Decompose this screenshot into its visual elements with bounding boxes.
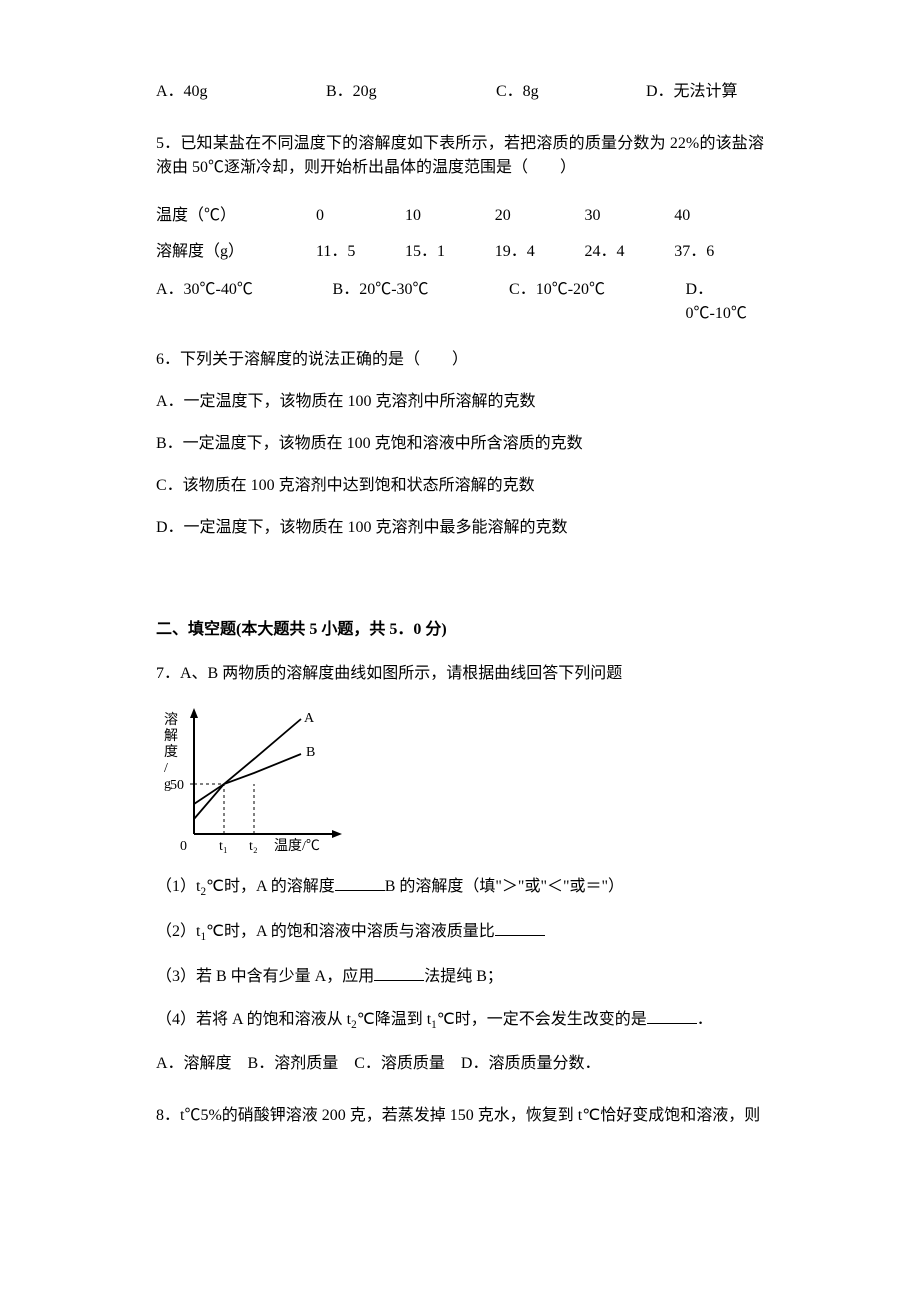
q5-r1c2: 10 [405,198,495,234]
q7-chart: 溶解度/g500t₁t₂温度/℃AB [156,704,356,864]
q5-stem: 5．已知某盐在不同温度下的溶解度如下表所示，若把溶质的质量分数为 22%的该盐溶… [156,132,764,180]
q7-p1-post: B 的溶解度（填"＞"或"＜"或＝"） [385,878,624,895]
q5-r1c5: 40 [674,198,764,234]
q7-p2-pre: （2）t [156,923,200,940]
svg-text:t₁: t₁ [219,839,228,854]
q7-p3: （3）若 B 中含有少量 A，应用 法提纯 B； [156,964,764,989]
q5-row2-label: 溶解度（g） [156,234,316,270]
q7-p4-mid: ℃降温到 t [357,1011,431,1028]
q5-table: 温度（℃） 0 10 20 30 40 溶解度（g） 11．5 15．1 19．… [156,198,764,270]
q4-opt-c: C．8g [496,80,646,104]
q7-p1-mid: ℃时，A 的溶解度 [206,878,335,895]
q7-p2-post: ℃时，A 的饱和溶液中溶质与溶液质量比 [206,923,495,940]
q7-p4-post2: ． [697,1011,713,1028]
q5-r1c3: 20 [495,198,585,234]
svg-text:温度/℃: 温度/℃ [274,838,320,854]
q5-opt-b: B．20℃-30℃ [333,278,510,326]
q5-opt-d: D．0℃-10℃ [686,278,764,326]
q5-r1c1: 0 [316,198,405,234]
svg-text:t₂: t₂ [249,839,258,854]
q5-row1-label: 温度（℃） [156,198,316,234]
q4-opt-a: A．40g [156,80,326,104]
q5-r2c1: 11．5 [316,234,405,270]
blank-icon [374,964,424,981]
svg-text:0: 0 [180,839,187,854]
section2-title: 二、填空题(本大题共 5 小题，共 5．0 分) [156,618,764,642]
q6-opt-a: A．一定温度下，该物质在 100 克溶剂中所溶解的克数 [156,390,764,414]
q7-p1-pre: （1）t [156,878,200,895]
svg-text:B: B [306,745,315,760]
q6-stem: 6．下列关于溶解度的说法正确的是（ ） [156,348,764,372]
q4-answer-row: A．40g B．20g C．8g D．无法计算 [156,80,764,104]
q6-opt-b: B．一定温度下，该物质在 100 克饱和溶液中所含溶质的克数 [156,432,764,456]
svg-text:度: 度 [164,744,178,760]
q4-opt-b: B．20g [326,80,496,104]
q7-p3-post: 法提纯 B； [424,968,503,985]
svg-text:A: A [304,711,315,726]
q7-p1: （1）t2℃时，A 的溶解度B 的溶解度（填"＞"或"＜"或＝"） [156,874,764,901]
q7-p4-pre: （4）若将 A 的饱和溶液从 t [156,1011,351,1028]
q5-r2c2: 15．1 [405,234,495,270]
q7-p5: A．溶解度 B．溶剂质量 C．溶质质量 D．溶质质量分数． [156,1052,764,1076]
q6-opt-d: D．一定温度下，该物质在 100 克溶剂中最多能溶解的克数 [156,516,764,540]
q5-options: A．30℃-40℃ B．20℃-30℃ C．10℃-20℃ D．0℃-10℃ [156,278,764,326]
svg-text:50: 50 [170,778,184,793]
q7-p2: （2）t1℃时，A 的饱和溶液中溶质与溶液质量比 [156,919,764,946]
q7-p4: （4）若将 A 的饱和溶液从 t2℃降温到 t1℃时，一定不会发生改变的是． [156,1007,764,1034]
blank-icon [647,1007,697,1024]
q7-p4-post1: ℃时，一定不会发生改变的是 [437,1011,647,1028]
svg-text:/: / [164,761,168,776]
q5-opt-a: A．30℃-40℃ [156,278,333,326]
q5-opt-c: C．10℃-20℃ [509,278,686,326]
blank-icon [335,874,385,891]
q8-stem: 8．t℃5%的硝酸钾溶液 200 克，若蒸发掉 150 克水，恢复到 t℃恰好变… [156,1104,764,1128]
q5-r1c4: 30 [584,198,674,234]
q5-r2c5: 37．6 [674,234,764,270]
blank-icon [495,919,545,936]
q6-opt-c: C．该物质在 100 克溶剂中达到饱和状态所溶解的克数 [156,474,764,498]
q7-p3-pre: （3）若 B 中含有少量 A，应用 [156,968,374,985]
svg-text:解: 解 [164,728,178,744]
q5-r2c4: 24．4 [584,234,674,270]
q7-stem: 7．A、B 两物质的溶解度曲线如图所示，请根据曲线回答下列问题 [156,662,764,686]
q4-opt-d: D．无法计算 [646,80,738,104]
q5-r2c3: 19．4 [495,234,585,270]
svg-text:溶: 溶 [164,712,178,728]
